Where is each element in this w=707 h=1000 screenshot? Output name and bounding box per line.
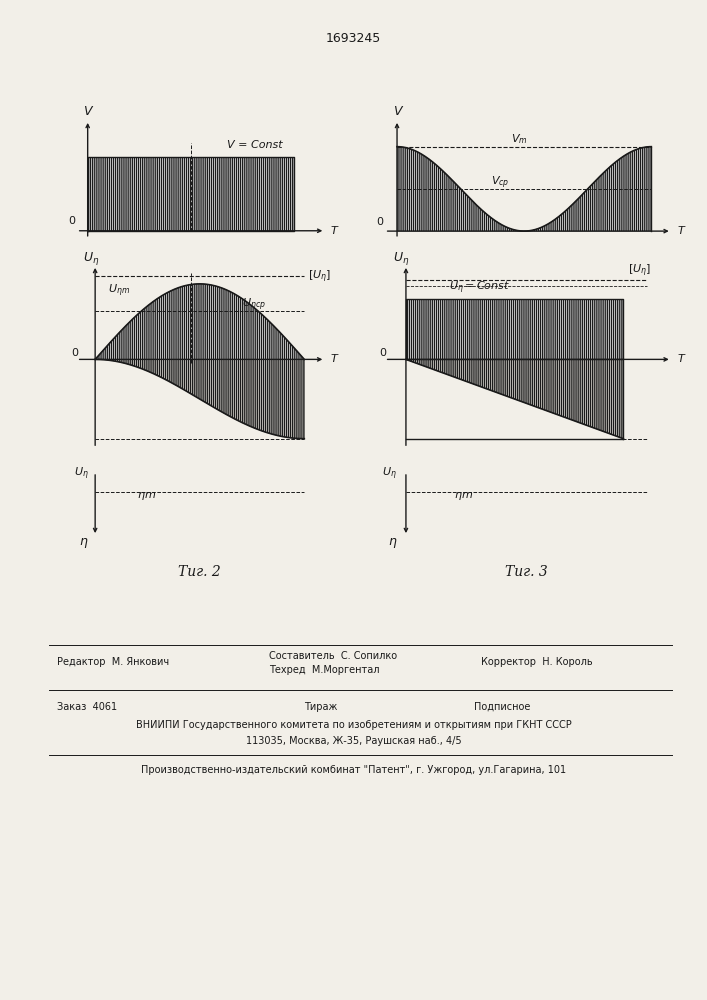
Text: Корректор  Н. Король: Корректор Н. Король [481,657,592,667]
Text: Составитель  С. Сопилко: Составитель С. Сопилко [269,651,397,661]
Text: $U_{\eta cp}$: $U_{\eta cp}$ [242,296,266,313]
Text: T: T [677,354,684,364]
Text: V: V [83,105,92,118]
Text: T: T [330,226,337,236]
Text: V = Const: V = Const [227,140,282,150]
Text: $\eta m$: $\eta m$ [137,490,156,502]
Text: $U_{\eta m}$: $U_{\eta m}$ [107,282,130,299]
Text: ВНИИПИ Государственного комитета по изобретениям и открытиям при ГКНТ СССР: ВНИИПИ Государственного комитета по изоб… [136,720,571,730]
Text: $V_{cp}$: $V_{cp}$ [491,175,510,191]
Text: 0: 0 [380,348,387,358]
Text: $U_\eta$: $U_\eta$ [393,250,409,267]
Text: Редактор  М. Янкович: Редактор М. Янкович [57,657,169,667]
Text: 1693245: 1693245 [326,32,381,45]
Text: Подписное: Подписное [474,702,530,712]
Text: $[U_\eta]$: $[U_\eta]$ [308,268,332,285]
Text: Τиг. 3: Τиг. 3 [506,565,548,579]
Text: Τиг. 2: Τиг. 2 [178,565,221,579]
Text: $V_m$: $V_m$ [511,132,528,146]
Text: 113035, Москва, Ж-35, Раушская наб., 4/5: 113035, Москва, Ж-35, Раушская наб., 4/5 [246,736,461,746]
Text: Тираж: Тираж [304,702,337,712]
Text: $\eta m$: $\eta m$ [455,490,474,502]
Text: Техред  М.Моргентал: Техред М.Моргентал [269,665,379,675]
Text: 0: 0 [69,216,76,226]
Text: $\eta$: $\eta$ [79,536,89,550]
Text: 0: 0 [71,348,78,358]
Text: $U_\eta$: $U_\eta$ [382,465,397,482]
Text: $U_\eta = Const$: $U_\eta = Const$ [450,279,510,296]
Text: $U_\eta$: $U_\eta$ [83,250,99,267]
Text: Производственно-издательский комбинат "Патент", г. Ужгород, ул.Гагарина, 101: Производственно-издательский комбинат "П… [141,765,566,775]
Text: Заказ  4061: Заказ 4061 [57,702,117,712]
Text: 0: 0 [376,217,383,227]
Text: T: T [330,354,337,364]
Text: T: T [677,226,684,236]
Text: $U_\eta$: $U_\eta$ [74,465,89,482]
Text: $[U_\eta]$: $[U_\eta]$ [628,262,651,279]
Text: V: V [393,105,402,118]
Text: $\eta$: $\eta$ [388,536,397,550]
